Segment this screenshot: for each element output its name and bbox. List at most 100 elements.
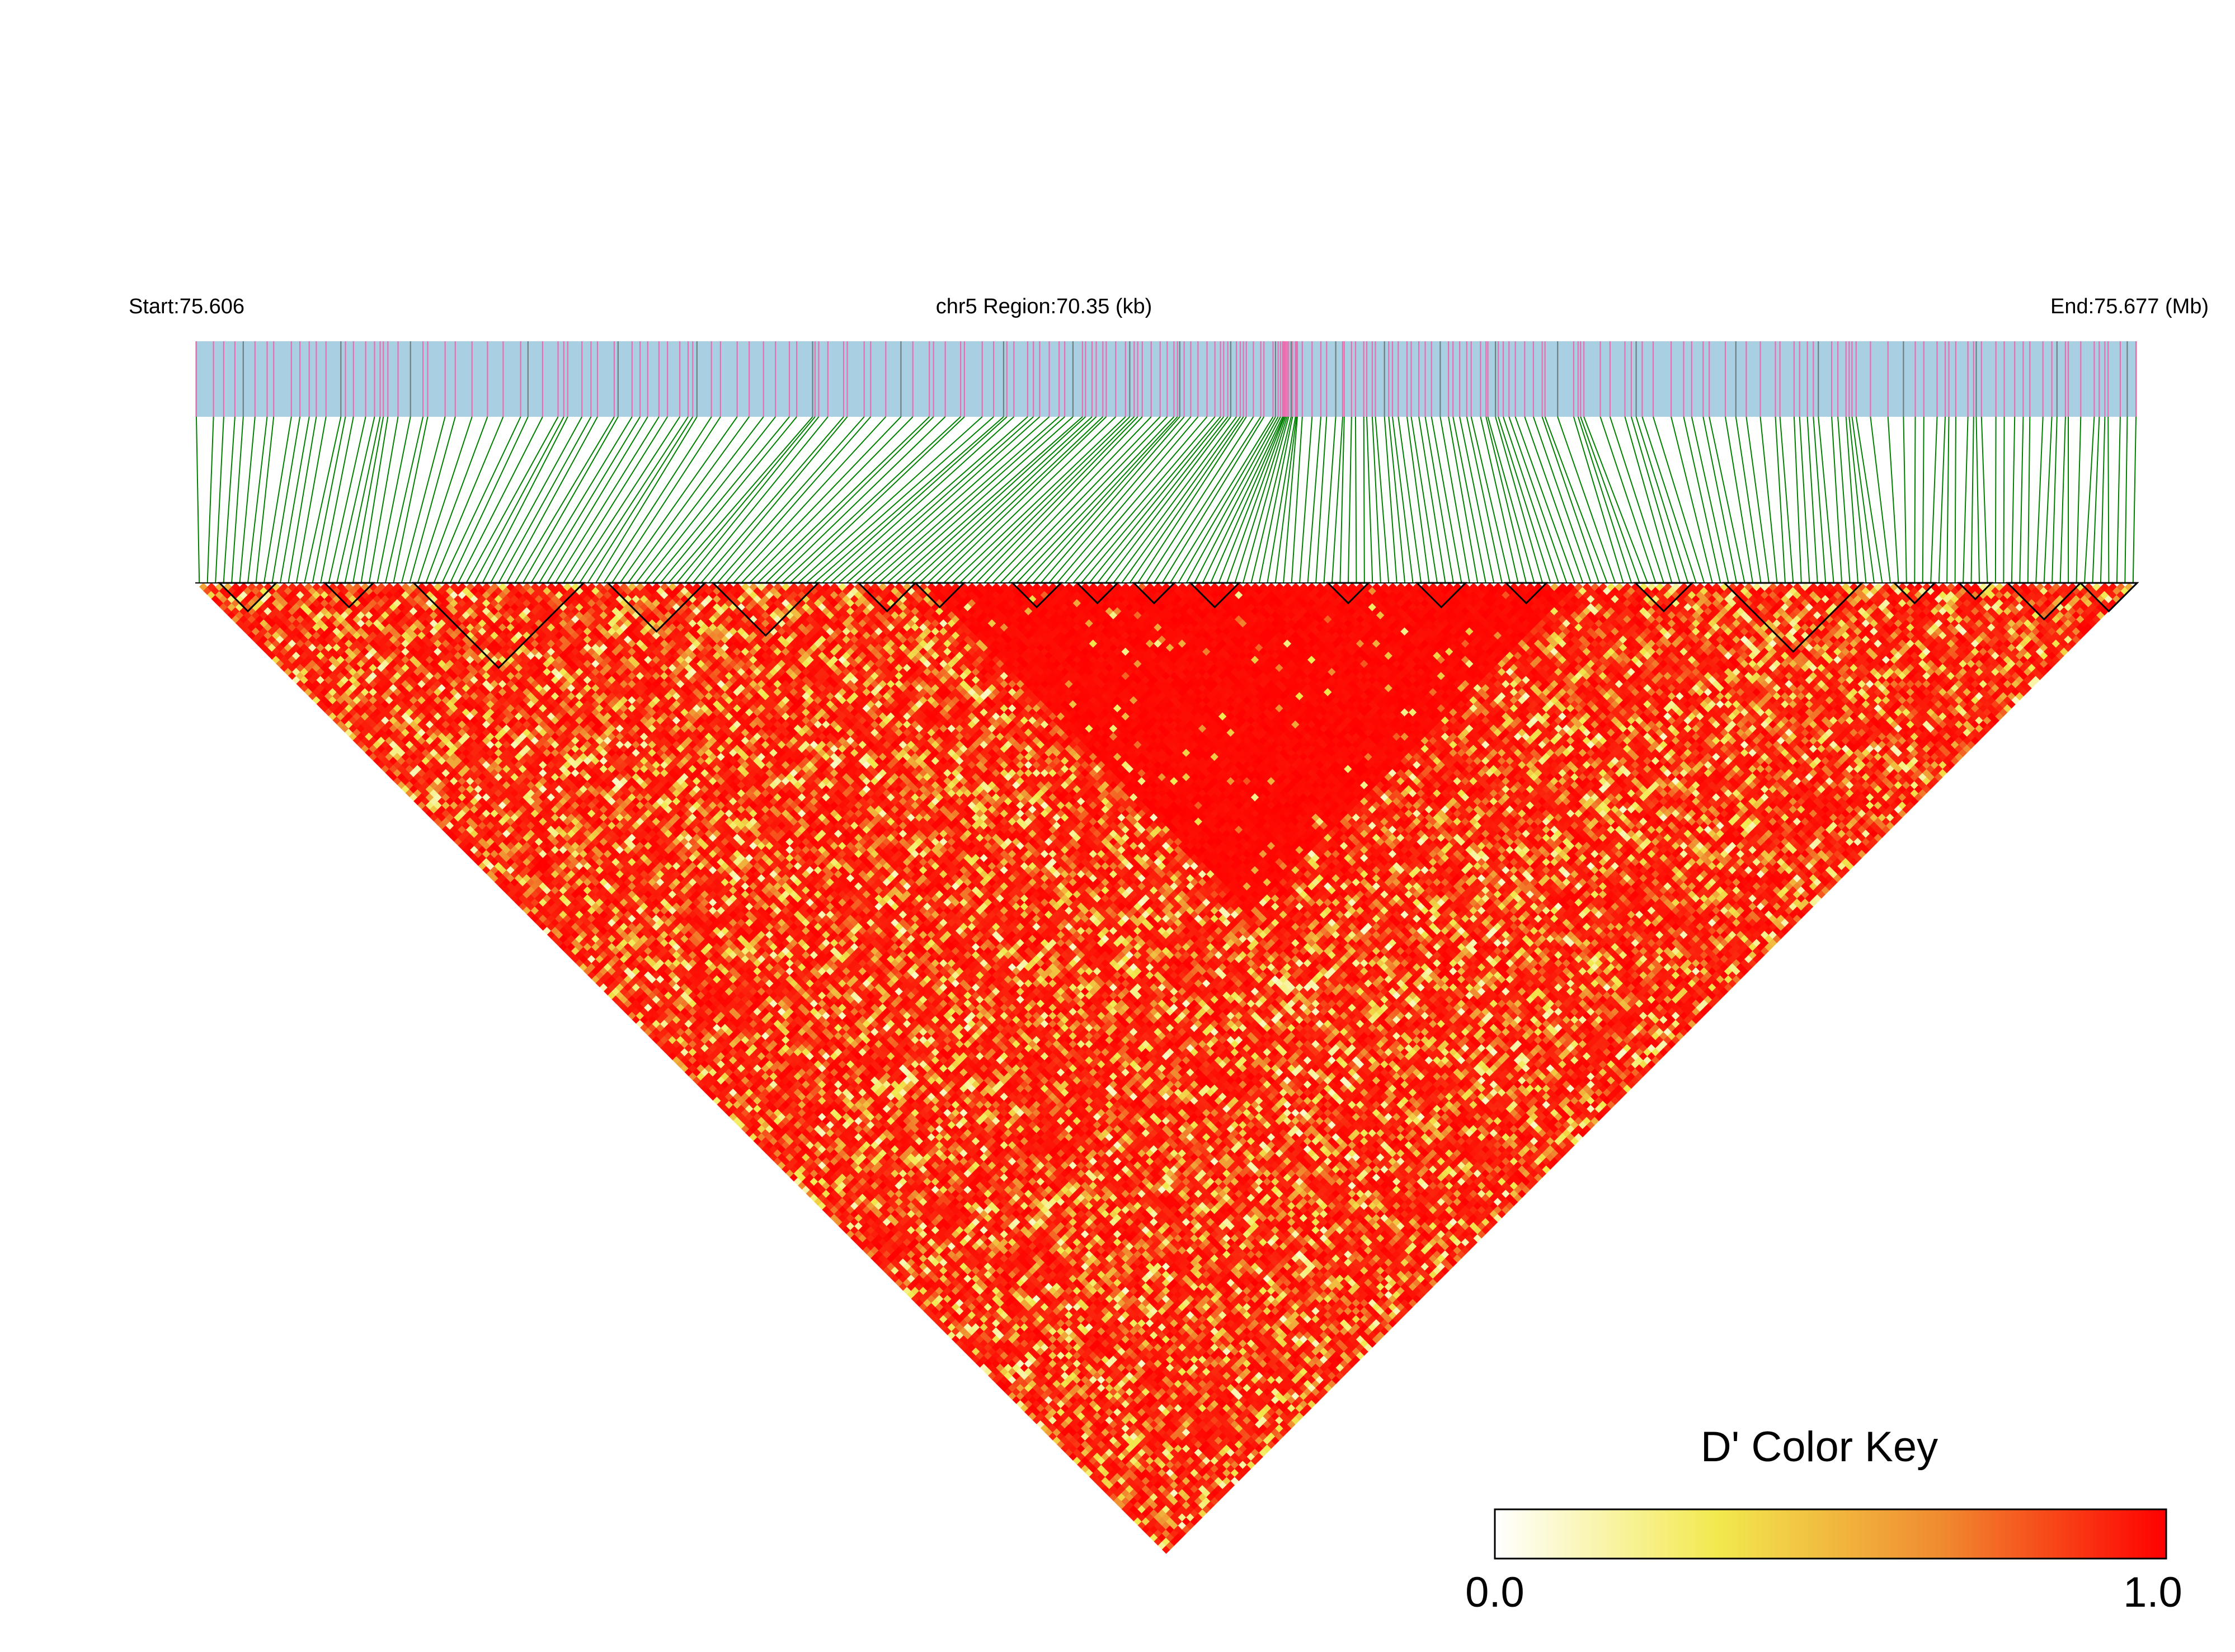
snp-connector <box>902 416 1086 583</box>
snp-connector <box>1366 416 1373 583</box>
snp-connector <box>1914 416 1916 583</box>
snp-connector <box>384 416 424 583</box>
snp-connector <box>215 416 224 583</box>
snp-connector <box>813 416 1004 583</box>
snp-connector <box>2124 416 2128 583</box>
snp-connector <box>700 416 844 583</box>
snp-connector <box>2116 416 2121 583</box>
snp-connector <box>2076 416 2082 583</box>
snp-connector <box>724 416 872 583</box>
snp-connector <box>1331 416 1343 583</box>
snp-connector <box>1048 416 1192 583</box>
snp-connector <box>231 416 244 583</box>
snp-connector <box>417 416 473 583</box>
snp-connector <box>1339 416 1345 583</box>
snp-connector <box>490 416 583 583</box>
snp-connector <box>692 416 829 583</box>
snp-connector <box>1371 416 1381 583</box>
snp-connector <box>2107 416 2110 583</box>
snp-connector <box>2011 416 2016 583</box>
snp-connector <box>1153 416 1262 583</box>
snp-connector <box>514 416 615 583</box>
snp-connector <box>611 416 721 583</box>
snp-connector <box>862 416 1050 583</box>
snp-connector <box>571 416 680 583</box>
snp-connector <box>1583 416 1648 583</box>
snp-connector <box>1775 416 1786 583</box>
snp-connector <box>2003 416 2005 583</box>
snp-connector <box>668 416 813 583</box>
snp-connector <box>1709 416 1745 583</box>
snp-connector <box>1470 416 1511 583</box>
snp-connector <box>1837 416 1851 583</box>
snp-connector <box>1064 416 1208 583</box>
snp-connector <box>1495 416 1543 583</box>
snp-connector <box>1056 416 1199 583</box>
snp-connector <box>255 416 275 583</box>
snp-connector <box>1683 416 1721 583</box>
snp-connector <box>239 416 256 583</box>
snp-connector <box>1234 416 1288 583</box>
ld-cell <box>1072 1456 1082 1465</box>
snp-connector <box>733 416 887 583</box>
snp-connector <box>320 416 354 583</box>
snp-connector <box>1384 416 1398 583</box>
snp-connector <box>498 416 592 583</box>
snp-connector <box>1291 416 1303 583</box>
snp-connector <box>1485 416 1527 583</box>
marker-track <box>195 341 2137 417</box>
ld-heatmap-cells <box>199 583 2134 1554</box>
snp-connector <box>967 416 1135 583</box>
snp-connector <box>1161 416 1265 583</box>
snp-connector <box>943 416 1116 583</box>
snp-connector <box>1577 416 1632 583</box>
snp-connector <box>1848 416 1867 583</box>
snp-connector <box>951 416 1126 583</box>
snp-connector <box>1145 416 1254 583</box>
snp-connector <box>676 416 816 583</box>
snp-connector <box>1855 416 1883 583</box>
region-start-label: Start:75.606 <box>129 295 244 318</box>
snp-connector <box>781 416 961 583</box>
snp-connector <box>806 416 994 583</box>
snp-connector <box>789 416 965 583</box>
snp-connector <box>975 416 1138 583</box>
snp-connector <box>1938 416 1946 583</box>
snp-connector <box>1573 416 1624 583</box>
snp-connector <box>474 416 564 583</box>
snp-connector <box>991 416 1152 583</box>
snp-connector <box>1242 416 1290 583</box>
snp-connector <box>1725 416 1753 583</box>
snp-connector <box>1922 416 1925 583</box>
snp-connector <box>1779 416 1794 583</box>
snp-connector <box>1653 416 1705 583</box>
snp-connector <box>1406 416 1430 583</box>
snp-connector <box>1016 416 1175 583</box>
snp-connector <box>441 416 521 583</box>
snp-connector <box>1032 416 1180 583</box>
snp-connector <box>1439 416 1470 583</box>
snp-connector <box>1226 416 1287 583</box>
snp-connector <box>1508 416 1568 583</box>
snp-connector <box>1210 416 1284 583</box>
snp-connector <box>1466 416 1503 583</box>
snp-connector <box>530 416 633 583</box>
snp-connector <box>401 416 446 583</box>
snp-connector <box>482 416 568 583</box>
snp-connector <box>2035 416 2044 583</box>
snp-connector <box>643 416 776 583</box>
snp-connector <box>1072 416 1216 583</box>
snp-connector <box>547 416 648 583</box>
snp-connector <box>1691 416 1729 583</box>
snp-connector <box>1202 416 1283 583</box>
snp-connector <box>911 416 1093 583</box>
snp-connector <box>830 416 1014 583</box>
ld-triangle <box>195 582 2139 1554</box>
snp-connector <box>1452 416 1486 583</box>
snp-connector <box>1105 416 1231 583</box>
snp-connector <box>206 416 214 583</box>
snp-connector <box>1274 416 1297 583</box>
snp-connector <box>312 416 346 583</box>
snp-connector <box>627 416 750 583</box>
